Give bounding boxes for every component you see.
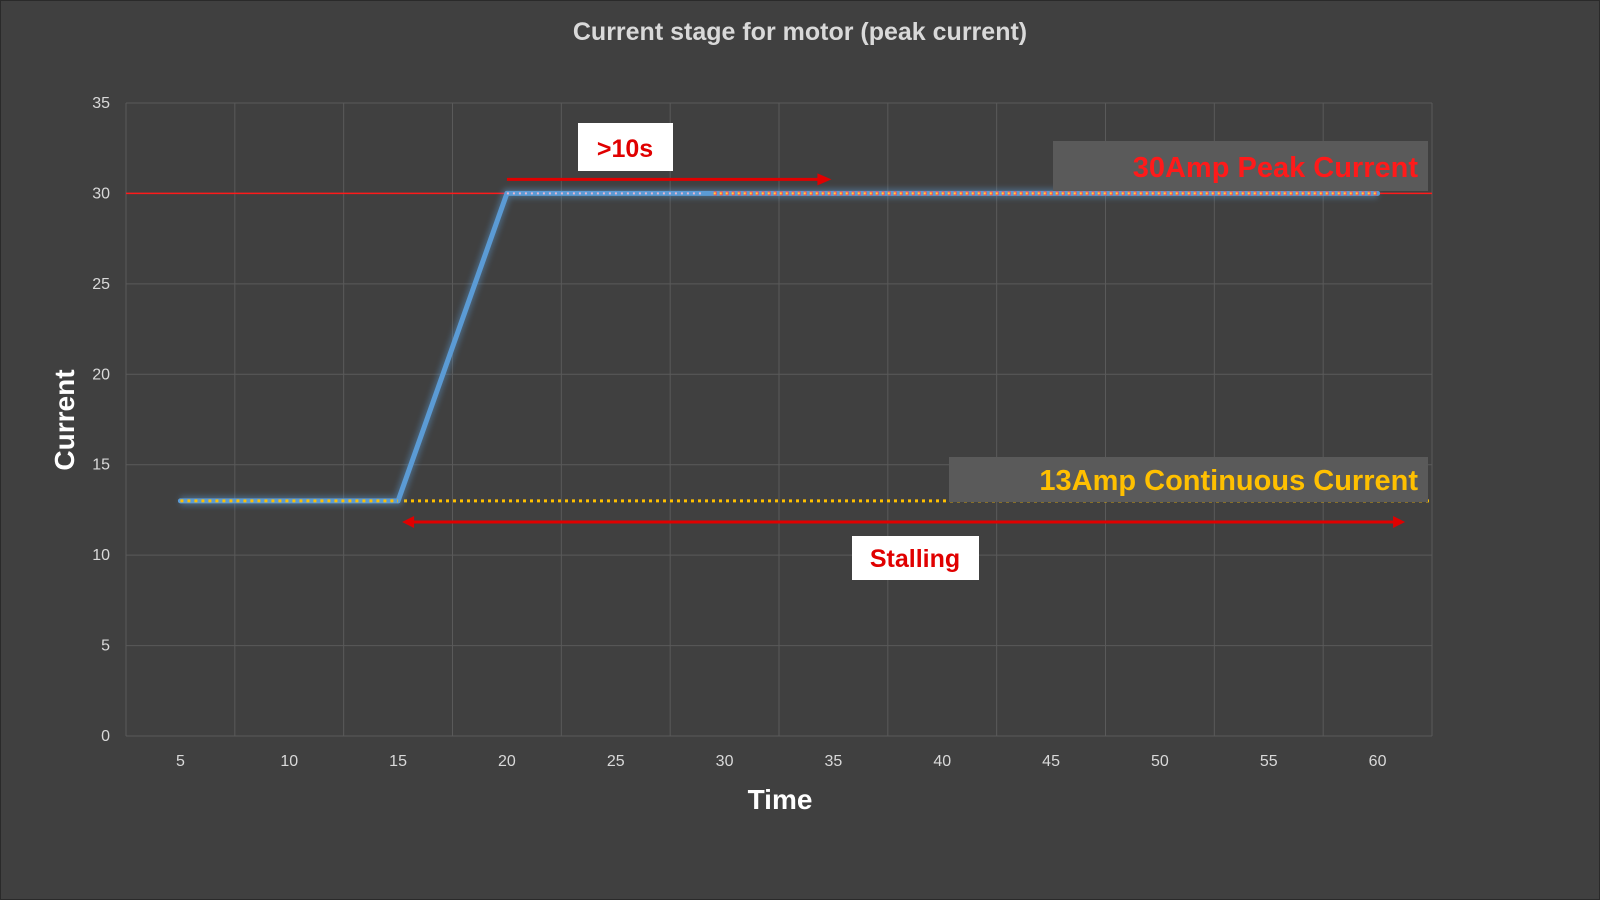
y-tick-label: 30	[92, 185, 110, 202]
x-tick-label: 60	[1369, 753, 1387, 770]
continuous-label: 13Amp Continuous Current	[1039, 465, 1418, 497]
x-tick-label: 45	[1042, 753, 1060, 770]
duration-arrow-head	[817, 173, 832, 186]
y-tick-label: 0	[101, 728, 110, 745]
x-tick-label: 55	[1260, 753, 1278, 770]
x-tick-label: 25	[607, 753, 625, 770]
y-tick-label: 25	[92, 276, 110, 293]
x-tick-label: 35	[825, 753, 843, 770]
tick-labels: 0 5 10 15 20 25 30 35 5 10 15 20 25 30 35 40 45 50 55 60	[92, 95, 1386, 770]
y-tick-label: 15	[92, 457, 110, 474]
duration-label-box	[578, 123, 673, 171]
y-tick-label: 20	[92, 366, 110, 383]
y-tick-label: 10	[92, 547, 110, 564]
y-tick-label: 5	[101, 638, 110, 655]
x-tick-label: 50	[1151, 753, 1169, 770]
peak-label-box	[1053, 141, 1428, 191]
stalling-arrow-head-right	[1393, 516, 1406, 528]
duration-label: >10s	[597, 135, 653, 163]
stalling-arrow-head-left	[402, 516, 415, 528]
x-tick-label: 30	[716, 753, 734, 770]
stalling-label-box	[852, 536, 979, 580]
stalling-label: Stalling	[870, 545, 960, 573]
series	[177, 185, 1381, 506]
x-tick-label: 10	[280, 753, 298, 770]
y-tick-label: 35	[92, 95, 110, 112]
continuous-label-box	[949, 457, 1428, 502]
y-axis-title: Current	[49, 369, 80, 470]
annotations: 30Amp Peak Current 13Amp Continuous Curre…	[402, 123, 1428, 580]
x-tick-label: 5	[176, 753, 185, 770]
peak-label: 30Amp Peak Current	[1133, 152, 1419, 184]
x-axis-title: Time	[748, 784, 813, 815]
chart-title: Current stage for motor (peak current)	[573, 18, 1027, 46]
x-tick-label: 20	[498, 753, 516, 770]
x-tick-label: 15	[389, 753, 407, 770]
x-tick-label: 40	[933, 753, 951, 770]
